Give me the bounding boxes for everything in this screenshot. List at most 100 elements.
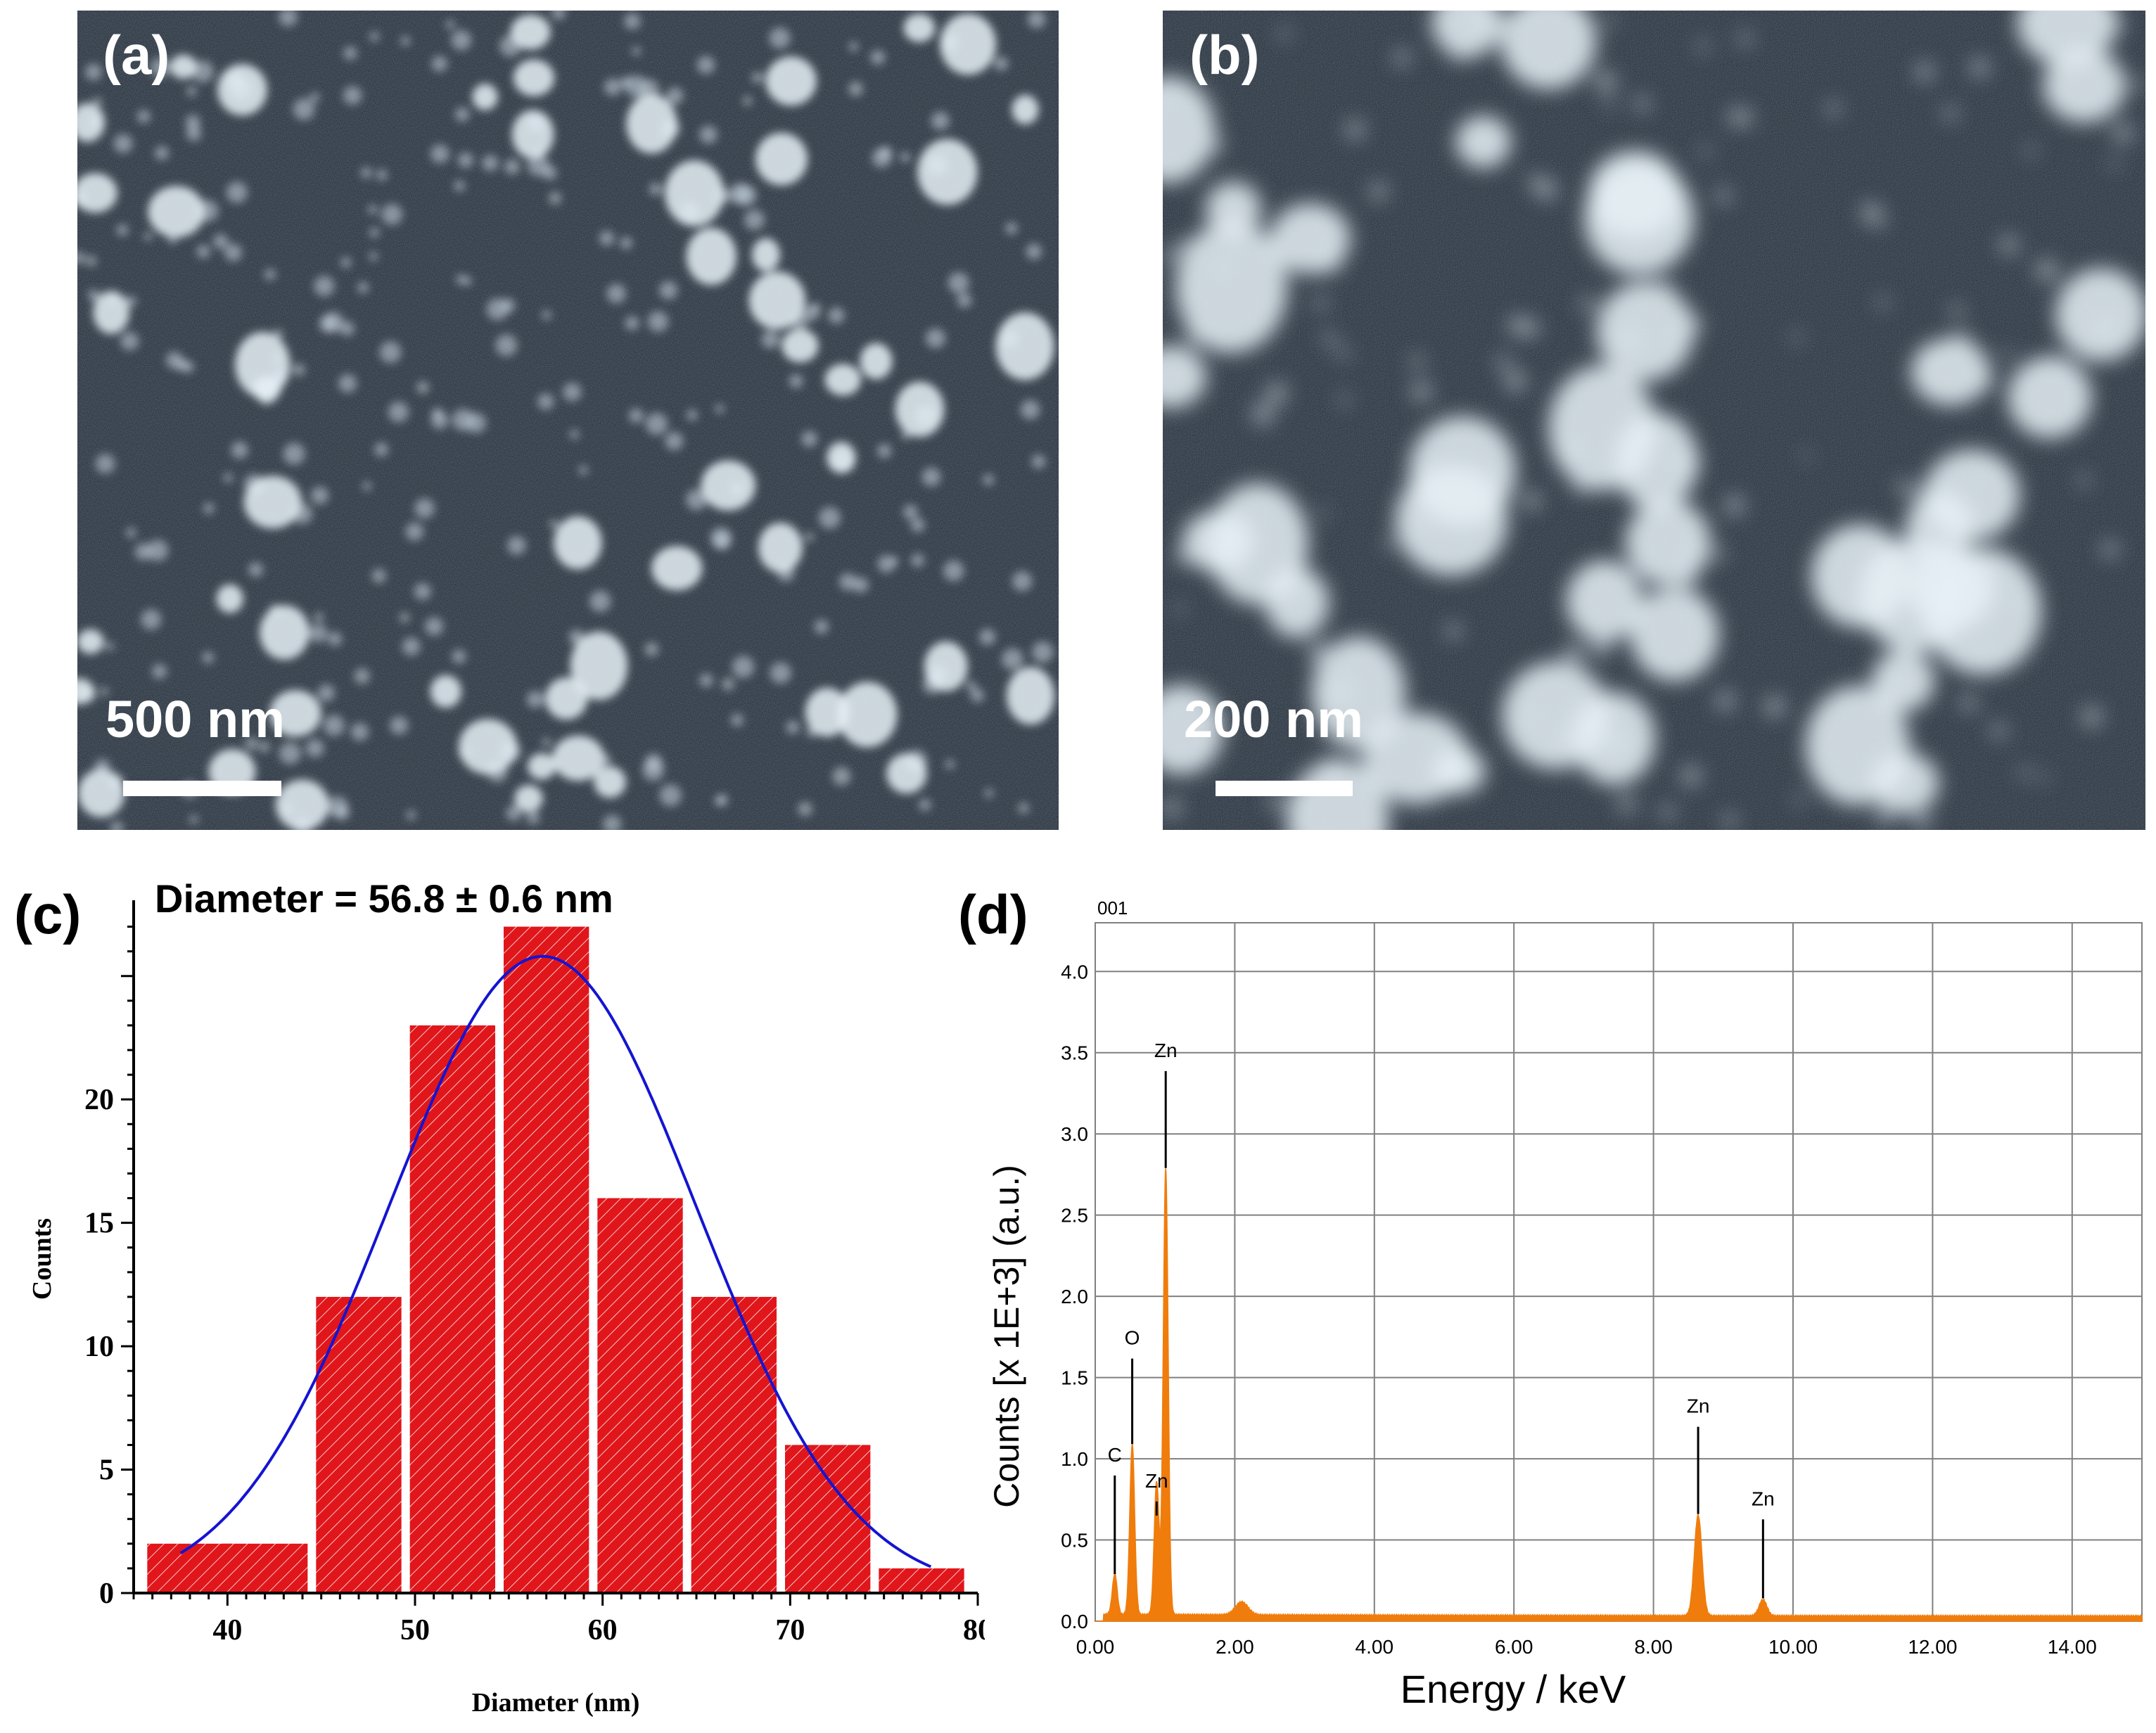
x-tick-label: 6.00 bbox=[1495, 1636, 1533, 1658]
small-particle bbox=[1345, 120, 1365, 139]
small-particle bbox=[2081, 706, 2103, 727]
small-particle bbox=[1826, 101, 1841, 116]
large-particle bbox=[1270, 203, 1351, 274]
y-axis-label: Counts bbox=[27, 1218, 57, 1300]
small-particle bbox=[649, 182, 663, 196]
small-particle bbox=[1383, 539, 1396, 551]
small-particle bbox=[1026, 243, 1042, 260]
peak-label: Zn bbox=[1154, 1040, 1178, 1061]
peak-label: Zn bbox=[1687, 1395, 1710, 1417]
large-particle bbox=[748, 271, 806, 330]
large-particle bbox=[886, 753, 927, 794]
small-particle bbox=[832, 767, 851, 786]
small-particle bbox=[931, 111, 950, 130]
small-particle bbox=[602, 814, 622, 830]
large-particle bbox=[514, 785, 543, 812]
large-particle bbox=[552, 735, 605, 781]
small-particle bbox=[1697, 40, 1709, 52]
large-particle bbox=[77, 173, 117, 213]
small-particle bbox=[292, 363, 305, 376]
large-particle bbox=[755, 132, 808, 186]
small-particle bbox=[293, 98, 315, 120]
x-tick-label: 10.00 bbox=[1768, 1636, 1818, 1658]
small-particle bbox=[1605, 98, 1615, 109]
small-particle bbox=[152, 664, 167, 679]
small-particle bbox=[1411, 381, 1432, 402]
small-particle bbox=[357, 281, 369, 293]
small-particle bbox=[1874, 215, 1886, 227]
small-particle bbox=[430, 144, 449, 164]
small-particle bbox=[85, 255, 97, 267]
small-particle bbox=[1323, 332, 1337, 345]
small-particle bbox=[1337, 347, 1350, 359]
large-particle bbox=[860, 343, 893, 380]
small-particle bbox=[147, 539, 169, 561]
small-particle bbox=[900, 152, 910, 162]
small-particle bbox=[425, 617, 444, 636]
small-particle bbox=[105, 641, 115, 651]
small-particle bbox=[542, 310, 551, 320]
large-particle bbox=[594, 766, 626, 798]
large-particle bbox=[2043, 49, 2126, 123]
large-particle bbox=[1311, 637, 1406, 749]
large-particle bbox=[686, 227, 736, 286]
large-particle bbox=[170, 54, 197, 79]
small-particle bbox=[1580, 296, 1595, 312]
large-particle bbox=[758, 523, 803, 573]
x-tick-label: 12.00 bbox=[1908, 1636, 1957, 1658]
y-tick-label: 5 bbox=[99, 1454, 114, 1487]
small-particle bbox=[1495, 354, 1511, 369]
small-particle bbox=[203, 502, 215, 514]
large-particle bbox=[1630, 587, 1719, 682]
histogram-bar bbox=[691, 1296, 777, 1593]
scale-bar-a bbox=[123, 781, 281, 796]
small-particle bbox=[85, 63, 102, 81]
small-particle bbox=[1617, 794, 1635, 813]
small-particle bbox=[1736, 109, 1753, 126]
small-particle bbox=[388, 402, 409, 423]
small-particle bbox=[113, 134, 133, 153]
small-particle bbox=[966, 681, 976, 691]
small-particle bbox=[870, 50, 886, 65]
sem-image-b: (b) 200 nm bbox=[1163, 11, 2145, 830]
large-particle bbox=[1588, 151, 1681, 238]
small-particle bbox=[526, 691, 544, 708]
small-particle bbox=[93, 97, 103, 107]
large-particle bbox=[77, 103, 105, 142]
particle-group bbox=[77, 11, 1055, 830]
small-particle bbox=[116, 224, 129, 236]
y-tick-label: 20 bbox=[84, 1084, 114, 1116]
small-particle bbox=[1027, 11, 1046, 29]
small-particle bbox=[1680, 765, 1702, 786]
small-particle bbox=[431, 56, 448, 72]
small-particle bbox=[1716, 691, 1735, 711]
small-particle bbox=[578, 465, 588, 475]
large-particle bbox=[1434, 748, 1486, 795]
large-particle bbox=[1006, 667, 1055, 725]
x-tick-label: 50 bbox=[400, 1614, 430, 1646]
small-particle bbox=[1970, 58, 1989, 77]
y-tick-label: 2.0 bbox=[1061, 1286, 1088, 1307]
small-particle bbox=[143, 232, 153, 241]
large-particle bbox=[626, 94, 677, 154]
small-particle bbox=[589, 590, 611, 613]
small-particle bbox=[1018, 802, 1029, 814]
small-particle bbox=[537, 393, 554, 410]
small-particle bbox=[1590, 637, 1612, 658]
small-particle bbox=[828, 307, 845, 324]
small-particle bbox=[283, 442, 305, 465]
small-particle bbox=[2110, 158, 2120, 169]
small-particle bbox=[338, 374, 357, 393]
small-particle bbox=[310, 92, 320, 103]
small-particle bbox=[154, 146, 169, 160]
small-particle bbox=[1794, 794, 1805, 805]
small-particle bbox=[1722, 813, 1737, 829]
small-particle bbox=[400, 36, 411, 46]
small-particle bbox=[729, 183, 751, 205]
small-particle bbox=[2018, 767, 2031, 779]
small-particle bbox=[715, 795, 725, 806]
large-particle bbox=[1566, 560, 1643, 642]
large-particle bbox=[570, 632, 628, 701]
small-particle bbox=[248, 562, 263, 577]
small-particle bbox=[948, 272, 969, 294]
